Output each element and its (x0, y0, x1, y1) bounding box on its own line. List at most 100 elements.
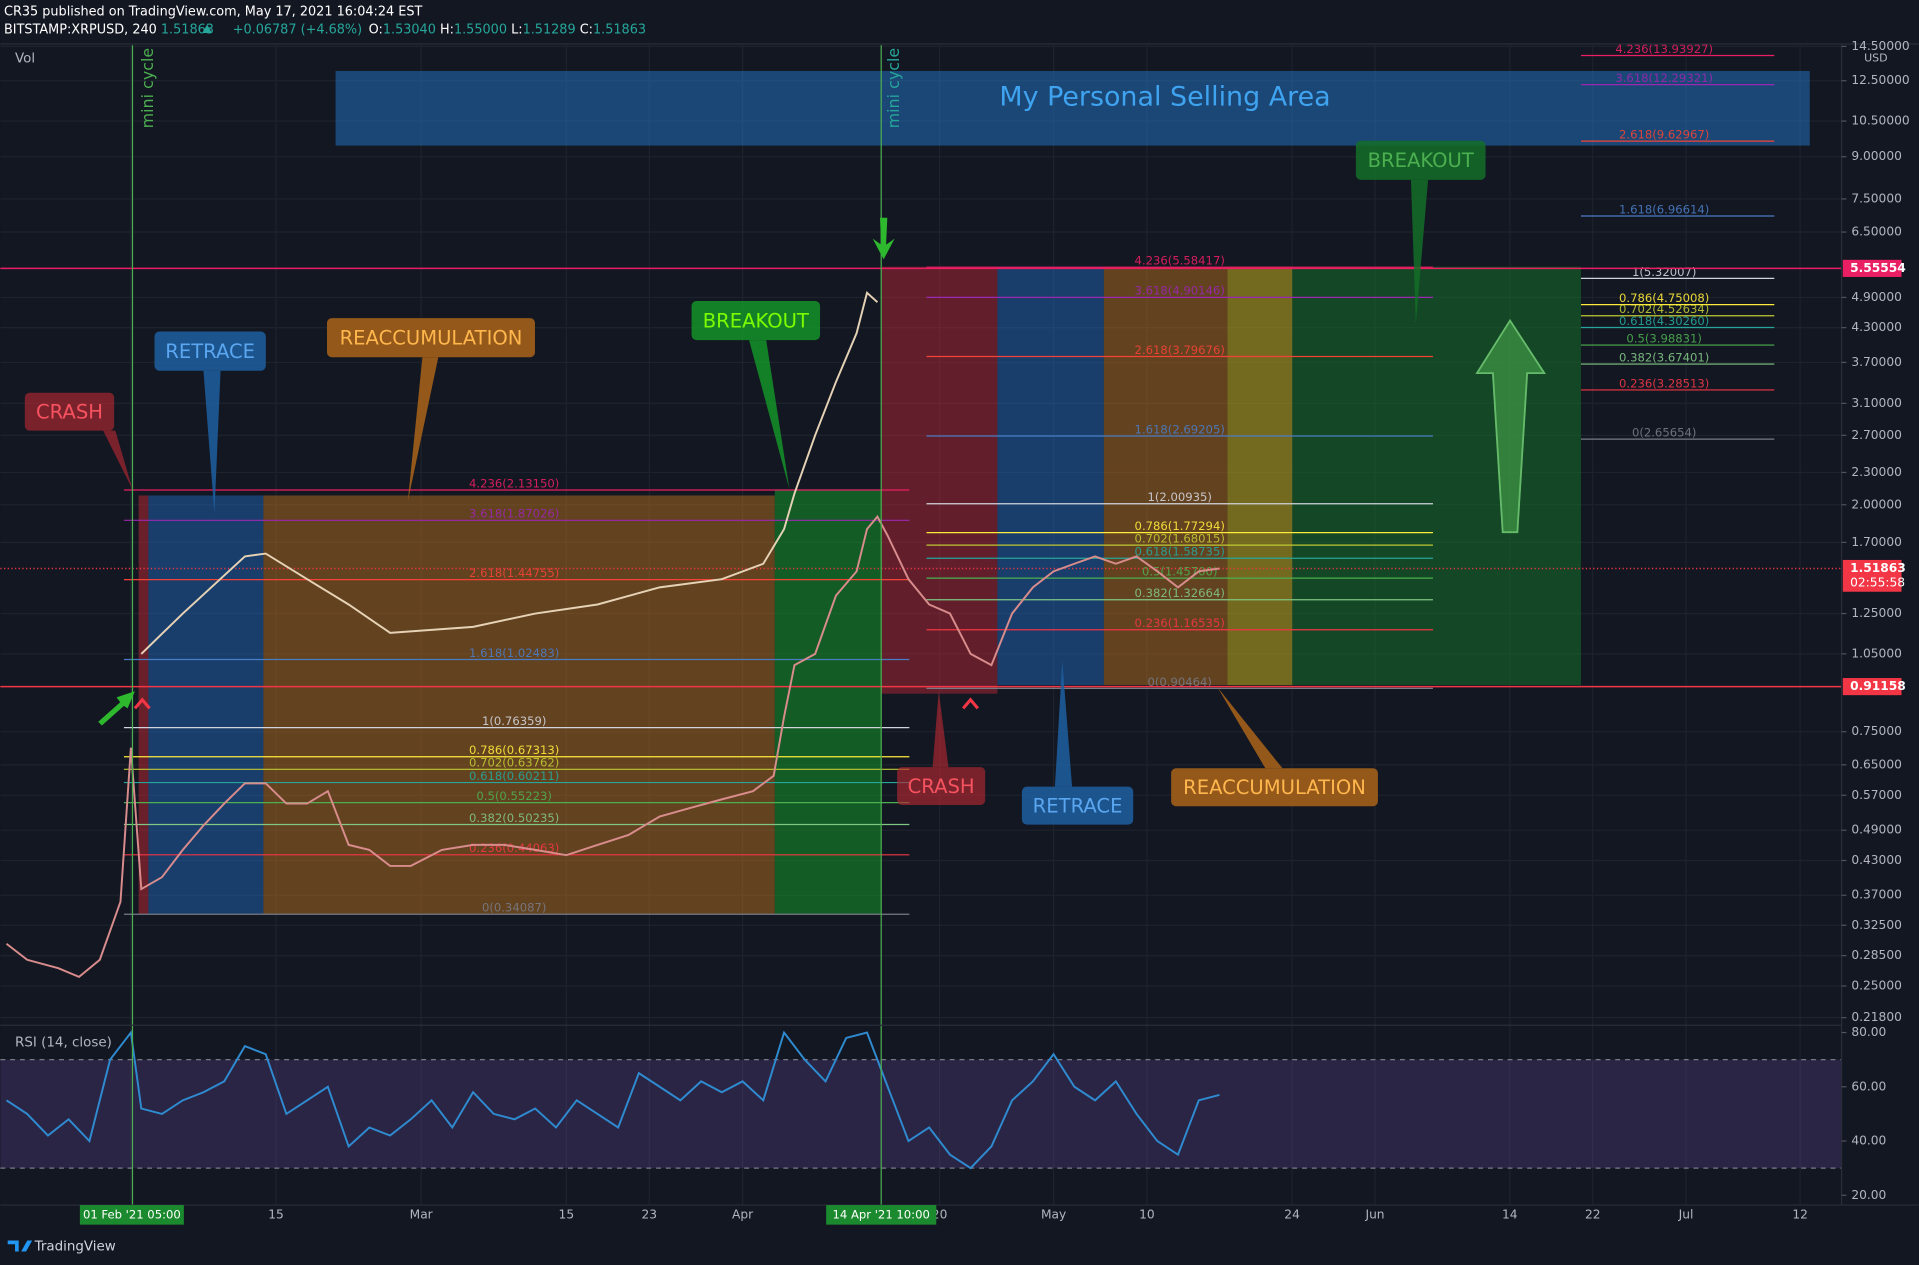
pointer-arrow (98, 691, 135, 726)
callout-label: BREAKOUT (703, 309, 809, 332)
fib-label: 0.382(3.67401) (1619, 350, 1709, 364)
fib-label: 0(0.90464) (1147, 675, 1211, 689)
rsi-band (0, 1059, 1842, 1169)
x-tick-label: 23 (641, 1207, 657, 1221)
fib-label: 3.618(1.87026) (469, 507, 559, 521)
fib-label: 0.382(0.50235) (469, 811, 559, 825)
up-triangle (202, 24, 212, 34)
y-tick-label: 2.30000 (1851, 465, 1902, 479)
currency: USD (1864, 52, 1888, 65)
series-line (5, 514, 1220, 979)
zone-yellow (1227, 266, 1293, 686)
price-tag-label: 0.91158 (1850, 679, 1906, 693)
callout-box (691, 300, 821, 341)
y-tick-label: 14.50000 (1851, 39, 1909, 53)
decorations: mini cycle mini cycle My Personal Sellin… (98, 45, 1546, 1206)
fib-label: 4.236(13.93927) (1615, 42, 1713, 56)
x-tick-label: Jul (1678, 1207, 1694, 1221)
y-tick-label: 40.00 (1851, 1134, 1886, 1148)
crosshair-label: 01 Feb '21 05:00 (83, 1207, 181, 1221)
y-tick-label: 3.10000 (1851, 396, 1902, 410)
fib-label: 0.236(1.16535) (1135, 616, 1225, 630)
y-tick-label: 0.49000 (1851, 823, 1902, 837)
series-line (5, 1030, 1220, 1170)
chevron (133, 697, 151, 710)
axes: 14.50000 12.50000 10.50000 9.00000 7.50000 6.… (79, 39, 1910, 1225)
x-tick-label: 10 (1139, 1207, 1155, 1221)
fib-label: 2.618(3.79676) (1135, 343, 1225, 357)
callout-box (327, 318, 535, 358)
y-tick-label: 3.70000 (1851, 355, 1902, 369)
callout-pointer (1410, 179, 1429, 325)
callout-label: RETRACE (165, 340, 255, 363)
fib-label: 4.236(5.58417) (1135, 254, 1225, 268)
callout-label: REACCUMULATION (340, 326, 523, 349)
last-price: 1.51863 (161, 22, 214, 37)
footer-brand: TradingView (34, 1240, 116, 1255)
fib-label: 0.786(1.77294) (1135, 519, 1225, 533)
fib-label: 0(2.65654) (1632, 425, 1696, 439)
callout-pointer (1054, 660, 1073, 787)
fib-label: 3.618(4.90146) (1135, 284, 1225, 298)
fib-label: 0.618(4.30260) (1619, 314, 1709, 328)
fib-label: 0.786(4.75008) (1619, 291, 1709, 305)
y-tick-label: 1.70000 (1851, 535, 1902, 549)
y-tick-label: 7.50000 (1851, 191, 1902, 205)
fib-label: 1(2.00935) (1147, 490, 1211, 504)
ohlc-value: 1.55000 (454, 22, 507, 37)
y-tick-label: 0.57000 (1851, 788, 1902, 802)
fib-label: 0.5(0.55223) (476, 789, 552, 803)
y-tick-label: 20.00 (1851, 1188, 1886, 1202)
callout-box (24, 392, 115, 431)
price-tag (1842, 559, 1902, 592)
fib-label: 2.618(1.44755) (469, 566, 559, 580)
y-tick-label: 0.25000 (1851, 978, 1902, 992)
fib-label: 0.236(3.28513) (1619, 376, 1709, 390)
y-tick-label: 0.21800 (1851, 1010, 1902, 1024)
callout-pointer (203, 370, 221, 514)
crosshair-box (826, 1205, 937, 1225)
fib-label: 1(0.76359) (482, 714, 546, 728)
callout-label: REACCUMULATION (1183, 776, 1366, 799)
ohlc-value: 1.51289 (523, 22, 576, 37)
callout-pointer (749, 340, 790, 490)
y-tick-label: 0.75000 (1851, 724, 1902, 738)
ohlc-label: O: (369, 22, 383, 37)
y-tick-label: 80.00 (1851, 1025, 1886, 1039)
logo (7, 1240, 33, 1252)
x-tick-label: May (1041, 1207, 1066, 1221)
y-tick-label: 60.00 (1851, 1079, 1886, 1093)
y-tick-label: 0.37000 (1851, 888, 1902, 902)
ohlc-value: 1.53040 (383, 22, 436, 37)
selling-area (335, 70, 1810, 146)
callout-pointer (932, 691, 949, 768)
ohlc-label: H: (440, 22, 454, 37)
cycle-label: mini cycle (884, 48, 903, 129)
callout-box (1171, 768, 1378, 807)
zone-breakout (1292, 266, 1581, 686)
callout-pointer (103, 430, 133, 490)
selling-area-label: My Personal Selling Area (999, 81, 1330, 112)
price-tag-label: 5.55554 (1850, 261, 1906, 275)
zone-crash (138, 495, 149, 914)
fib-label: 0.702(1.68015) (1135, 531, 1225, 545)
cycle-label: mini cycle (138, 48, 157, 129)
zone-breakout (774, 489, 882, 914)
y-tick-label: 1.25000 (1851, 606, 1902, 620)
change: +0.06787 (+4.68%) (233, 22, 362, 37)
y-tick-label: 0.65000 (1851, 757, 1902, 771)
fib-label: 0.382(1.32664) (1135, 586, 1225, 600)
symbol-line: BITSTAMP:XRPUSD, 240 1.51863 +0.06787 (+… (4, 22, 646, 37)
up-arrow (1475, 318, 1546, 534)
x-tick-label: 24 (1284, 1207, 1300, 1221)
pane-label: Vol (15, 52, 35, 67)
fib-label: 3.618(12.29321) (1615, 71, 1713, 85)
y-tick-label: 0.43000 (1851, 853, 1902, 867)
pointer-arrow (872, 217, 895, 260)
callout-box (1355, 140, 1486, 180)
callout-label: BREAKOUT (1368, 149, 1474, 172)
y-tick-label: 6.50000 (1851, 225, 1902, 239)
price-tag (1842, 259, 1902, 277)
series-line (140, 290, 879, 655)
